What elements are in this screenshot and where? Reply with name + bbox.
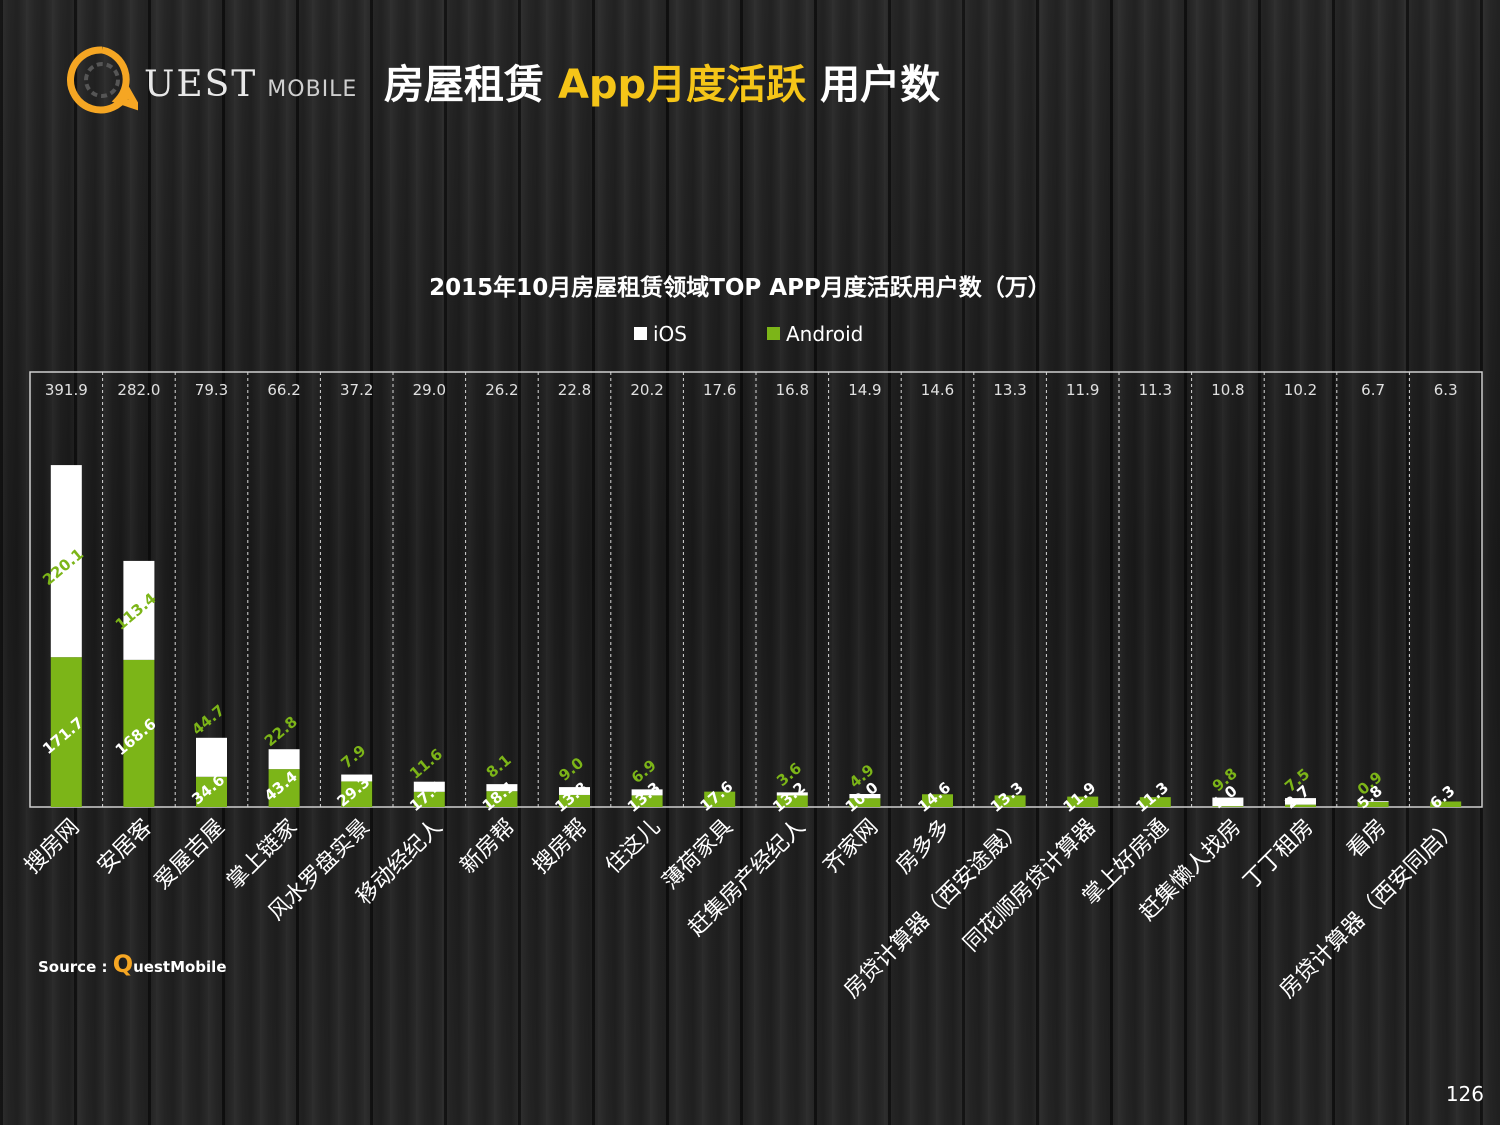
bar-ios: [50, 465, 82, 658]
bar-android: [849, 798, 881, 807]
bar-android: [268, 769, 300, 807]
total-label: 14.6: [921, 381, 954, 399]
legend-swatch: [634, 327, 647, 340]
questmobile-logo: UEST MOBILE: [66, 44, 356, 114]
ios-value-label: 22.8: [261, 713, 301, 751]
source-note: Source : QuestMobile: [38, 950, 227, 978]
total-label: 14.9: [848, 381, 881, 399]
bar-android: [486, 791, 518, 807]
category-label: 丁丁租房: [1239, 815, 1319, 895]
bar-android: [559, 794, 590, 807]
total-label: 37.2: [340, 381, 373, 399]
category-label: 齐家网: [819, 815, 883, 879]
category-label: 爱屋吉屋: [150, 815, 230, 895]
bar-ios: [123, 560, 155, 660]
bar-android: [704, 791, 736, 807]
bar-android: [50, 657, 82, 807]
ios-value-label: 44.7: [188, 701, 228, 739]
bar-android: [1212, 806, 1244, 807]
total-label: 391.9: [45, 381, 88, 399]
bar-ios: [268, 749, 300, 770]
bar-android: [1139, 797, 1171, 807]
bar-android: [1357, 801, 1389, 807]
bar-ios: [486, 784, 518, 792]
total-label: 29.0: [413, 381, 446, 399]
bar-ios: [196, 737, 227, 777]
ios-value-label: 8.1: [483, 751, 515, 782]
total-label: 17.6: [703, 381, 736, 399]
bar-ios: [1285, 798, 1316, 805]
total-label: 10.2: [1284, 381, 1317, 399]
android-value-label: 11.3: [1132, 778, 1172, 816]
category-label: 搜房帮: [528, 815, 592, 879]
total-label: 11.9: [1066, 381, 1099, 399]
legend-swatch: [767, 327, 780, 340]
total-label: 16.8: [776, 381, 809, 399]
bar-android: [1430, 801, 1462, 807]
ios-value-label: 7.9: [338, 741, 370, 772]
android-value-label: 13.3: [987, 778, 1027, 816]
page-title: 房屋租赁 App月度活跃 用户数: [384, 62, 941, 108]
android-value-label: 6.3: [1427, 782, 1459, 813]
total-label: 10.8: [1211, 381, 1244, 399]
bar-android: [341, 781, 373, 807]
android-value-label: 14.6: [914, 778, 954, 816]
bar-android: [196, 776, 227, 807]
ios-value-label: 9.0: [555, 754, 587, 785]
bar-ios: [413, 781, 445, 792]
bar-android: [1067, 796, 1099, 807]
bar-ios: [849, 793, 881, 799]
bar-ios: [631, 789, 663, 796]
bar-android: [776, 795, 808, 807]
bar-ios: [1357, 801, 1389, 802]
category-label: 看房: [1343, 815, 1392, 864]
chart-title: 2015年10月房屋租赁领域TOP APP月度活跃用户数（万）: [429, 275, 1051, 301]
ios-value-label: 11.6: [406, 745, 446, 783]
bar-ios: [1212, 797, 1244, 807]
android-value-label: 13.3: [624, 778, 664, 816]
total-label: 6.3: [1434, 381, 1458, 399]
bar-android: [994, 795, 1026, 807]
category-label: 安居客: [93, 815, 157, 879]
bar-ios: [341, 774, 373, 782]
bar-android: [922, 794, 953, 807]
category-label: 新房帮: [456, 815, 520, 879]
logo-ring-icon: [67, 46, 138, 114]
total-label: 79.3: [195, 381, 228, 399]
android-value-label: 11.9: [1060, 778, 1100, 816]
bar-android: [631, 795, 663, 807]
bar-ios: [559, 787, 590, 795]
category-label: 住这儿: [601, 815, 665, 879]
category-label: 搜房网: [20, 815, 84, 879]
bar-android: [1285, 804, 1316, 807]
total-label: 6.7: [1361, 381, 1385, 399]
total-label: 13.3: [993, 381, 1026, 399]
bar-android: [123, 659, 155, 807]
legend-label: iOS: [653, 322, 687, 346]
total-label: 282.0: [117, 381, 160, 399]
total-label: 11.3: [1139, 381, 1172, 399]
bar-ios: [776, 792, 808, 796]
android-value-label: 17.6: [697, 777, 737, 815]
category-label: 房多多: [891, 815, 955, 879]
total-label: 22.8: [558, 381, 591, 399]
logo-text: UEST MOBILE: [144, 64, 358, 105]
android-value-label: 18.1: [479, 777, 519, 815]
total-label: 20.2: [630, 381, 663, 399]
total-label: 26.2: [485, 381, 518, 399]
page-number: 126: [1445, 1082, 1484, 1106]
total-label: 66.2: [267, 381, 300, 399]
bar-android: [413, 791, 445, 807]
legend-label: Android: [786, 322, 863, 346]
category-label: 同花顺房贷计算器: [959, 815, 1101, 957]
android-value-label: 13.8: [551, 778, 591, 816]
